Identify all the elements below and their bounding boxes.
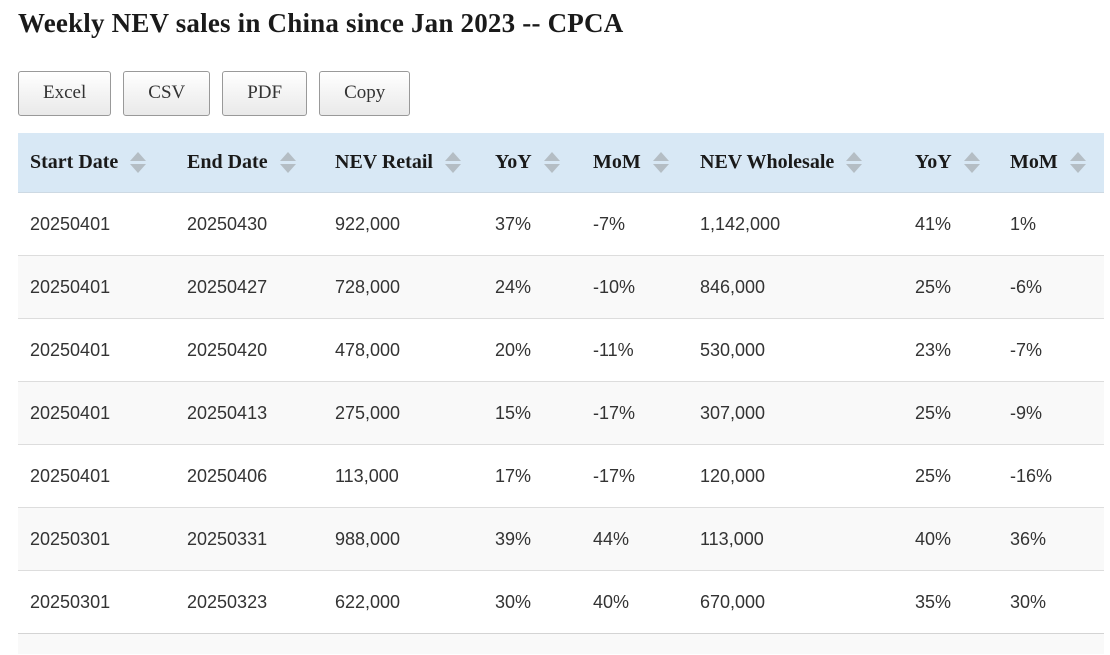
cell-nev-wholesale: 120,000 [688,444,903,508]
cell-nev-retail: 478,000 [323,318,483,382]
cell-retail-mom: -17% [581,444,688,508]
column-label: End Date [187,151,268,174]
cell-nev-retail: 622,000 [323,570,483,634]
table-row: 20250401 20250430 922,000 37% -7% 1,142,… [18,192,1104,256]
cell-retail-yoy: 15% [483,381,581,445]
cell-wholesale-yoy: 25% [903,444,998,508]
sort-arrows-icon[interactable] [652,152,669,174]
cell-nev-wholesale: 846,000 [688,255,903,319]
cell-start-date: 20250401 [18,255,175,319]
excel-button[interactable]: Excel [18,71,112,116]
cell-end-date: 20250331 [175,507,323,571]
cell-nev-retail: 728,000 [323,255,483,319]
sort-arrows-icon[interactable] [130,152,147,174]
sort-arrows-icon[interactable] [279,152,296,174]
cell-wholesale-yoy: 35% [903,570,998,634]
column-header-retail-yoy[interactable]: YoY [483,132,581,194]
column-header-nev-retail[interactable]: NEV Retail [323,132,483,194]
cell-wholesale-yoy: 25% [903,255,998,319]
table-row: 20250301 20250323 622,000 30% 40% 670,00… [18,570,1104,634]
sort-arrows-icon[interactable] [1069,152,1086,174]
cell-retail-mom: -17% [581,381,688,445]
page-title: Weekly NEV sales in China since Jan 2023… [18,8,624,38]
cell-nev-retail: 113,000 [323,444,483,508]
cell-nev-wholesale: 307,000 [688,381,903,445]
cell-wholesale-yoy: 23% [903,318,998,382]
csv-button[interactable]: CSV [123,71,211,116]
table-row: 20250401 20250413 275,000 15% -17% 307,0… [18,381,1104,445]
cell-wholesale-mom: -16% [998,444,1104,508]
cell-retail-mom: -11% [581,318,688,382]
column-label: NEV Wholesale [700,151,835,174]
table-row-partial [18,633,1104,654]
cell-wholesale-mom: 30% [998,570,1104,634]
table-row: 20250301 20250331 988,000 39% 44% 113,00… [18,507,1104,571]
cell-start-date: 20250401 [30,213,111,234]
table-row: 20250401 20250406 113,000 17% -17% 120,0… [18,444,1104,508]
cell-end-date: 20250427 [175,255,323,319]
column-label: MoM [593,151,641,174]
cell-nev-retail: 922,000 [335,213,401,234]
cell-wholesale-yoy: 25% [903,381,998,445]
column-header-retail-mom[interactable]: MoM [581,132,688,194]
cell-retail-yoy: 30% [483,570,581,634]
table-row: 20250401 20250427 728,000 24% -10% 846,0… [18,255,1104,319]
cell-wholesale-mom: 36% [998,507,1104,571]
cell-retail-yoy: 20% [483,318,581,382]
cell-retail-mom: -10% [581,255,688,319]
cell-wholesale-mom: -6% [998,255,1104,319]
cell-retail-yoy: 24% [483,255,581,319]
cell-retail-mom: 40% [581,570,688,634]
column-header-nev-wholesale[interactable]: NEV Wholesale [688,132,903,194]
cell-start-date: 20250401 [18,381,175,445]
cell-wholesale-mom: -7% [998,318,1104,382]
nev-sales-table: Start Date End Date NEV Retail YoY MoM N… [18,132,1104,654]
column-label: MoM [1010,151,1058,174]
column-label: YoY [495,151,532,174]
export-toolbar: Excel CSV PDF Copy [18,71,1110,116]
pdf-button[interactable]: PDF [222,71,308,116]
cell-nev-wholesale: 530,000 [688,318,903,382]
cell-start-date: 20250301 [18,570,175,634]
cell-start-date: 20250301 [18,507,175,571]
cell-wholesale-mom: 1% [1010,213,1037,234]
table-row: 20250401 20250420 478,000 20% -11% 530,0… [18,318,1104,382]
cell-retail-yoy: 39% [483,507,581,571]
cell-nev-retail: 988,000 [323,507,483,571]
column-label: YoY [915,151,952,174]
cell-retail-mom: 44% [581,507,688,571]
cell-end-date: 20250413 [175,381,323,445]
column-label: NEV Retail [335,151,433,174]
cell-wholesale-yoy: 41% [915,213,952,234]
column-header-start-date[interactable]: Start Date [18,132,175,194]
sort-arrows-icon[interactable] [963,152,980,174]
column-header-wholesale-mom[interactable]: MoM [998,132,1104,194]
column-header-wholesale-yoy[interactable]: YoY [903,132,998,194]
cell-nev-wholesale: 113,000 [688,507,903,571]
cell-retail-mom: -7% [593,213,626,234]
cell-end-date: 20250406 [175,444,323,508]
column-label: Start Date [30,151,119,174]
cell-nev-retail: 275,000 [323,381,483,445]
sort-arrows-icon[interactable] [846,152,863,174]
cell-retail-yoy: 37% [495,213,532,234]
cell-retail-yoy: 17% [483,444,581,508]
cell-end-date: 20250420 [175,318,323,382]
cell-nev-wholesale: 1,142,000 [700,213,781,234]
sort-arrows-icon[interactable] [543,152,560,174]
cell-start-date: 20250401 [18,444,175,508]
cell-nev-wholesale: 670,000 [688,570,903,634]
cell-wholesale-yoy: 40% [903,507,998,571]
table-body: 20250401 20250430 922,000 37% -7% 1,142,… [18,192,1104,654]
column-header-end-date[interactable]: End Date [175,132,323,194]
cell-start-date: 20250401 [18,318,175,382]
cell-end-date: 20250430 [187,213,268,234]
cell-end-date: 20250323 [175,570,323,634]
table-header: Start Date End Date NEV Retail YoY MoM N… [18,132,1104,194]
copy-button[interactable]: Copy [319,71,411,116]
sort-arrows-icon[interactable] [444,152,461,174]
cell-wholesale-mom: -9% [998,381,1104,445]
